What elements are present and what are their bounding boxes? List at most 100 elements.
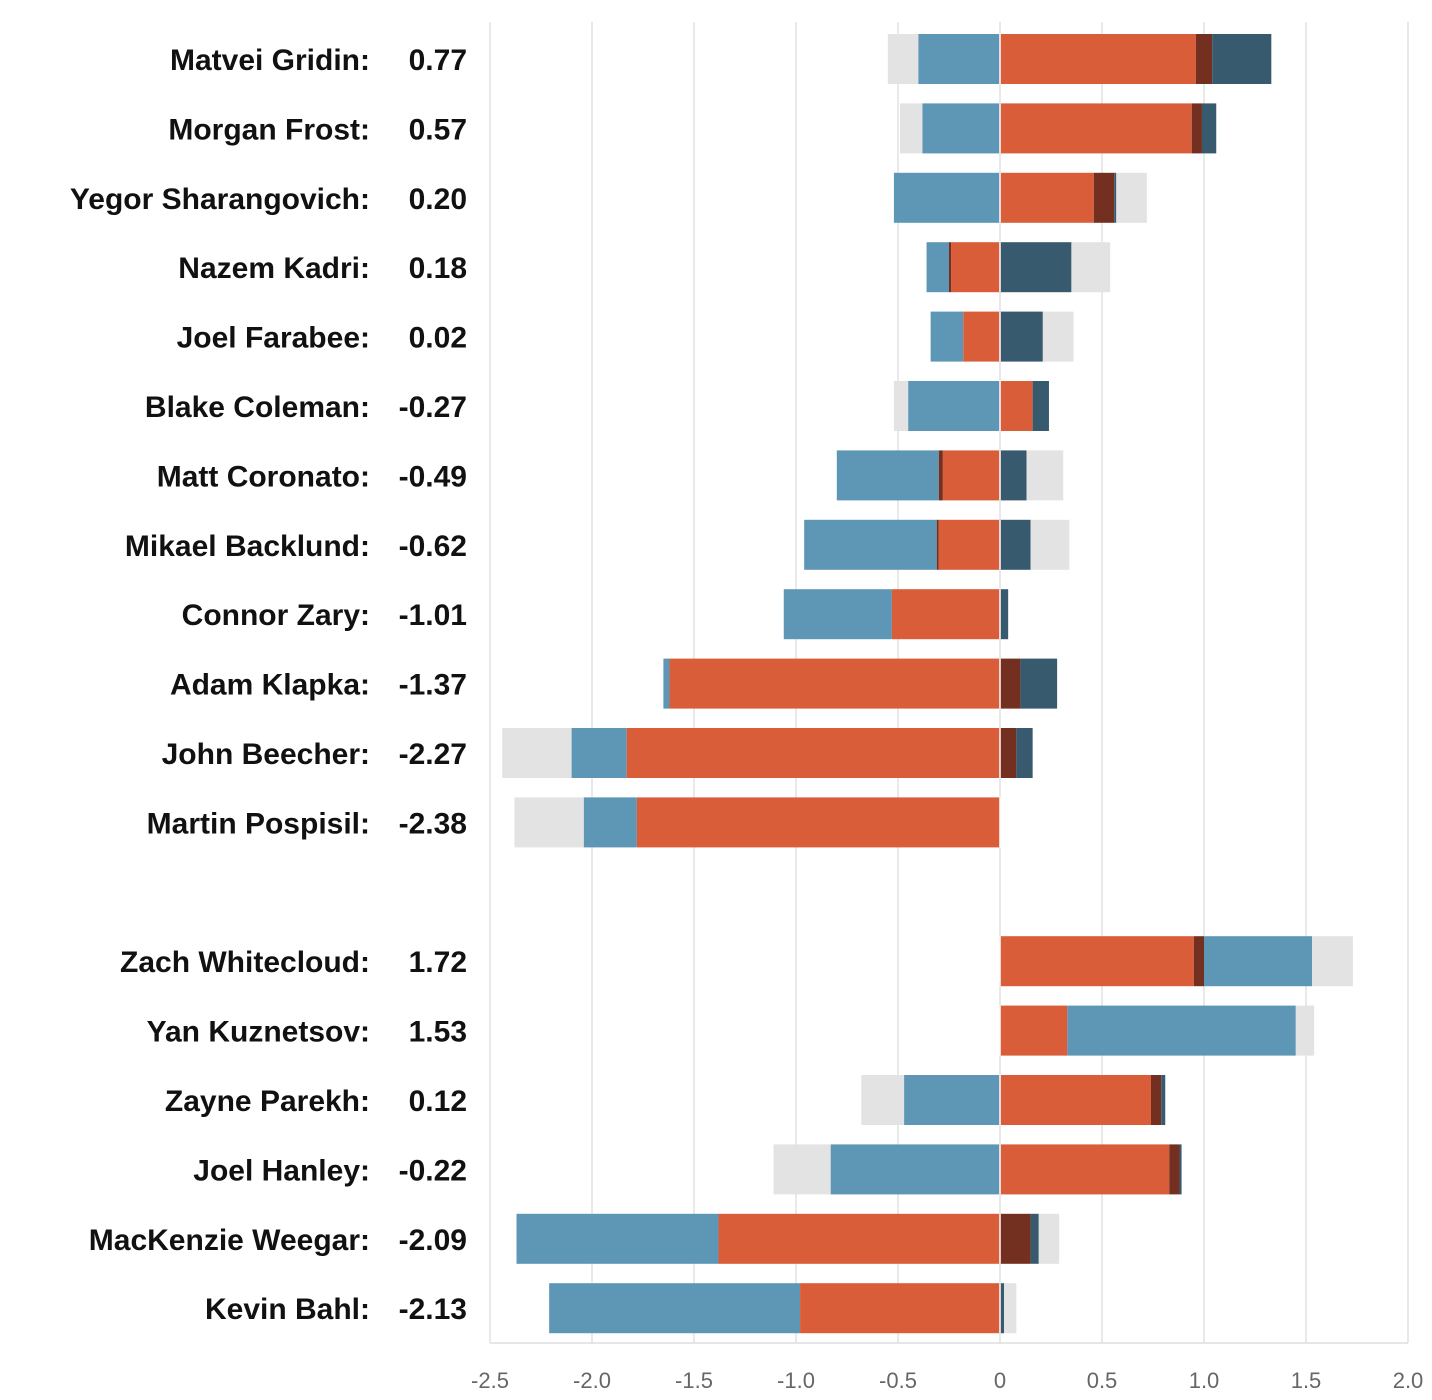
player-name: Mikael Backlund: bbox=[125, 530, 370, 563]
bar-segment-orange bbox=[1000, 381, 1033, 431]
player-row bbox=[893, 381, 1049, 431]
bar-segment-blue bbox=[836, 450, 939, 501]
player-name: Matvei Gridin: bbox=[170, 44, 370, 77]
player-row bbox=[804, 519, 1070, 570]
bar-segment-maroon bbox=[1000, 728, 1017, 778]
bar-segment-blue bbox=[922, 103, 1000, 154]
player-row bbox=[999, 936, 1353, 987]
bar-segment-light bbox=[1038, 1213, 1060, 1264]
player-row bbox=[900, 103, 1217, 154]
player-total: 1.72 bbox=[409, 946, 467, 979]
bar-segment-blue bbox=[804, 519, 937, 570]
player-total: 0.20 bbox=[409, 183, 467, 216]
bar-segment-orange bbox=[1000, 1075, 1151, 1125]
player-name: Kevin Bahl: bbox=[205, 1293, 370, 1326]
player-row bbox=[783, 589, 1009, 640]
player-total: 0.12 bbox=[409, 1085, 467, 1118]
x-tick-label: -2.5 bbox=[471, 1368, 509, 1393]
bar-segment-navy bbox=[1179, 1144, 1182, 1195]
bar-segment-navy bbox=[1030, 1213, 1039, 1264]
bar-segment-light bbox=[1004, 1283, 1017, 1334]
bar-segment-light bbox=[1026, 450, 1064, 501]
player-name: John Beecher: bbox=[162, 738, 370, 771]
x-tick-label: -2.0 bbox=[573, 1368, 611, 1393]
bar-segment-maroon bbox=[938, 450, 943, 501]
bar-segment-blue bbox=[904, 1075, 1000, 1125]
player-row bbox=[930, 311, 1074, 362]
player-total: -2.09 bbox=[399, 1224, 467, 1257]
bar-segment-orange bbox=[800, 1283, 1000, 1334]
bar-segment-light bbox=[1295, 1005, 1315, 1056]
bar-segment-maroon bbox=[1195, 34, 1213, 84]
bar-segment-maroon bbox=[936, 519, 939, 570]
player-total: -2.13 bbox=[399, 1293, 467, 1326]
player-total: -0.22 bbox=[399, 1154, 467, 1187]
player-row bbox=[663, 658, 1058, 709]
x-tick-label: -0.5 bbox=[879, 1368, 917, 1393]
bar-segment-orange bbox=[951, 242, 1000, 293]
bar-segment-light bbox=[502, 728, 572, 778]
bar-segment-orange bbox=[963, 311, 1000, 362]
bar-segment-navy bbox=[1201, 103, 1217, 154]
player-row bbox=[887, 34, 1272, 84]
bar-segment-orange bbox=[1000, 1005, 1068, 1056]
player-name: Blake Coleman: bbox=[145, 391, 370, 424]
bar-segment-navy bbox=[1016, 728, 1033, 778]
bar-segment-blue bbox=[1067, 1005, 1296, 1056]
player-row bbox=[836, 450, 1064, 501]
x-tick-label: 0 bbox=[994, 1368, 1006, 1393]
player-total: -2.38 bbox=[399, 807, 467, 840]
bar-segment-navy bbox=[1000, 519, 1031, 570]
bar-segment-orange bbox=[942, 450, 1000, 501]
bar-segment-orange bbox=[1000, 1144, 1170, 1195]
bar-segment-navy bbox=[1114, 172, 1117, 223]
x-axis: -2.5 -2.0 -1.5 -1.0 -0.5 0 0.5 1.0 1.5 2.0 bbox=[471, 1342, 1423, 1393]
bar-segment-orange bbox=[1000, 103, 1192, 154]
player-total: -0.62 bbox=[399, 530, 467, 563]
player-row bbox=[514, 797, 1001, 848]
bar-segment-maroon bbox=[1150, 1075, 1162, 1125]
bar-segment-navy bbox=[1032, 381, 1049, 431]
bar-segment-maroon bbox=[1000, 1213, 1031, 1264]
player-row bbox=[861, 1075, 1166, 1125]
bar-segment-blue bbox=[830, 1144, 1000, 1195]
bar-segment-blue bbox=[583, 797, 637, 848]
player-total: 1.53 bbox=[409, 1016, 467, 1049]
player-name: Morgan Frost: bbox=[168, 113, 370, 146]
bar-segment-light bbox=[900, 103, 923, 154]
bar-segment-orange bbox=[718, 1213, 1000, 1264]
bar-segment-light bbox=[887, 34, 919, 84]
bar-segment-navy bbox=[1000, 1283, 1005, 1334]
bar-segment-orange bbox=[636, 797, 1000, 848]
bar-segment-maroon bbox=[1169, 1144, 1180, 1195]
bar-segment-navy bbox=[1000, 242, 1072, 293]
player-name: Connor Zary: bbox=[182, 599, 370, 632]
player-row bbox=[773, 1144, 1182, 1195]
bar-segment-blue bbox=[926, 242, 949, 293]
player-total: -0.49 bbox=[399, 460, 467, 493]
bar-segment-maroon bbox=[949, 242, 952, 293]
player-total: -1.37 bbox=[399, 669, 467, 702]
bar-segment-maroon bbox=[1000, 658, 1021, 709]
bar-segment-blue bbox=[549, 1283, 801, 1334]
bar-segment-blue bbox=[783, 589, 892, 640]
x-tick-label: -1.5 bbox=[675, 1368, 713, 1393]
bar-segment-light bbox=[1071, 242, 1111, 293]
player-name: Joel Hanley: bbox=[193, 1154, 370, 1187]
player-total: 0.57 bbox=[409, 113, 467, 146]
x-tick-label: 1.5 bbox=[1291, 1368, 1322, 1393]
bar-segment-maroon bbox=[1193, 936, 1204, 987]
bar-segment-light bbox=[1312, 936, 1353, 987]
player-name: Martin Pospisil: bbox=[147, 807, 370, 840]
bar-segment-light bbox=[1042, 311, 1074, 362]
bar-segment-navy bbox=[1212, 34, 1272, 84]
player-name: Zayne Parekh: bbox=[165, 1085, 370, 1118]
bar-segment-light bbox=[861, 1075, 905, 1125]
bar-area bbox=[502, 34, 1353, 1334]
player-row bbox=[926, 242, 1111, 293]
bar-segment-light bbox=[1030, 519, 1070, 570]
player-total: 0.77 bbox=[409, 44, 467, 77]
bar-segment-orange bbox=[1000, 172, 1094, 223]
player-total: -0.27 bbox=[399, 391, 467, 424]
